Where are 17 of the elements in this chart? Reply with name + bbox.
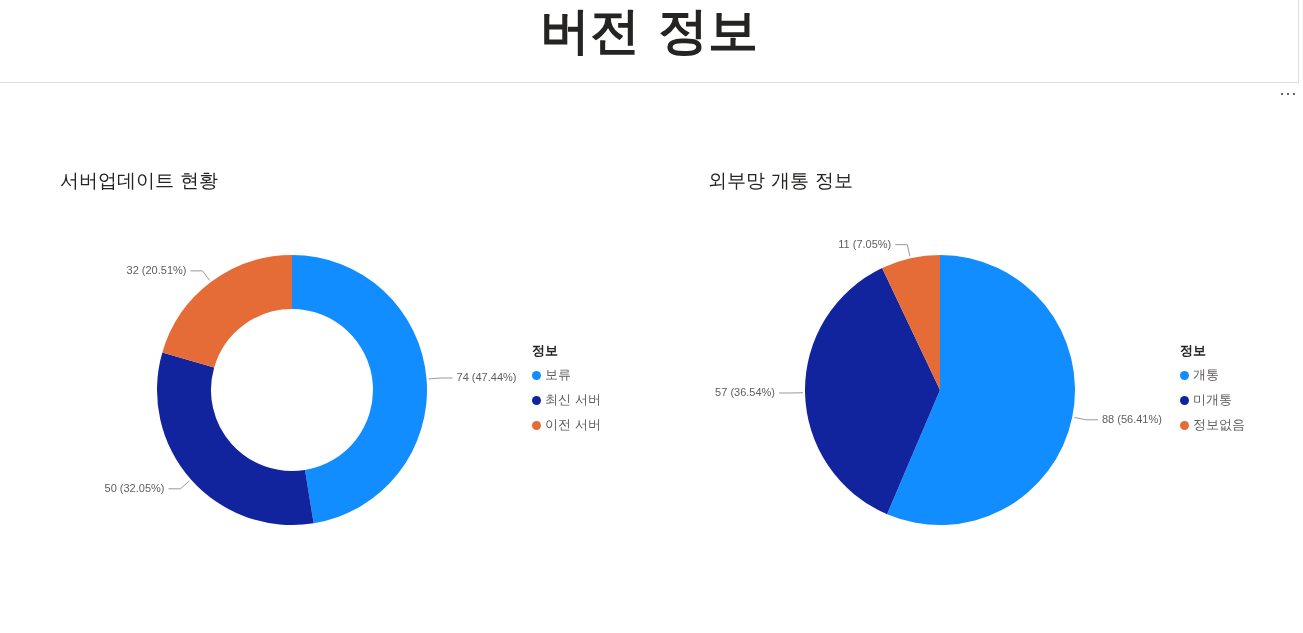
- legend-label: 보류: [544, 366, 572, 384]
- data-label: 50 (32.05%): [104, 481, 165, 494]
- legend-label: 개통: [1192, 366, 1220, 384]
- legend-label: 최신 서버: [544, 391, 602, 409]
- legend-label: 미개통: [1192, 391, 1233, 409]
- chart-title: 외부망 개통 정보: [708, 168, 854, 193]
- text: 버전 정보: [539, 1, 759, 62]
- data-label: 57 (36.54%): [715, 386, 776, 399]
- legend-title: 정보: [1180, 342, 1207, 360]
- data-label: 11 (7.05%): [838, 237, 892, 250]
- legend-label: 정보없음: [1192, 416, 1245, 434]
- legend-title: 정보: [532, 342, 559, 360]
- data-label: 74 (47.44%): [456, 371, 517, 384]
- data-label: 88 (56.41%): [1101, 412, 1162, 425]
- data-label: 32 (20.51%): [126, 263, 187, 276]
- legend-label: 이전 서버: [544, 416, 602, 434]
- chart-title: 서버업데이트 현황: [60, 168, 219, 193]
